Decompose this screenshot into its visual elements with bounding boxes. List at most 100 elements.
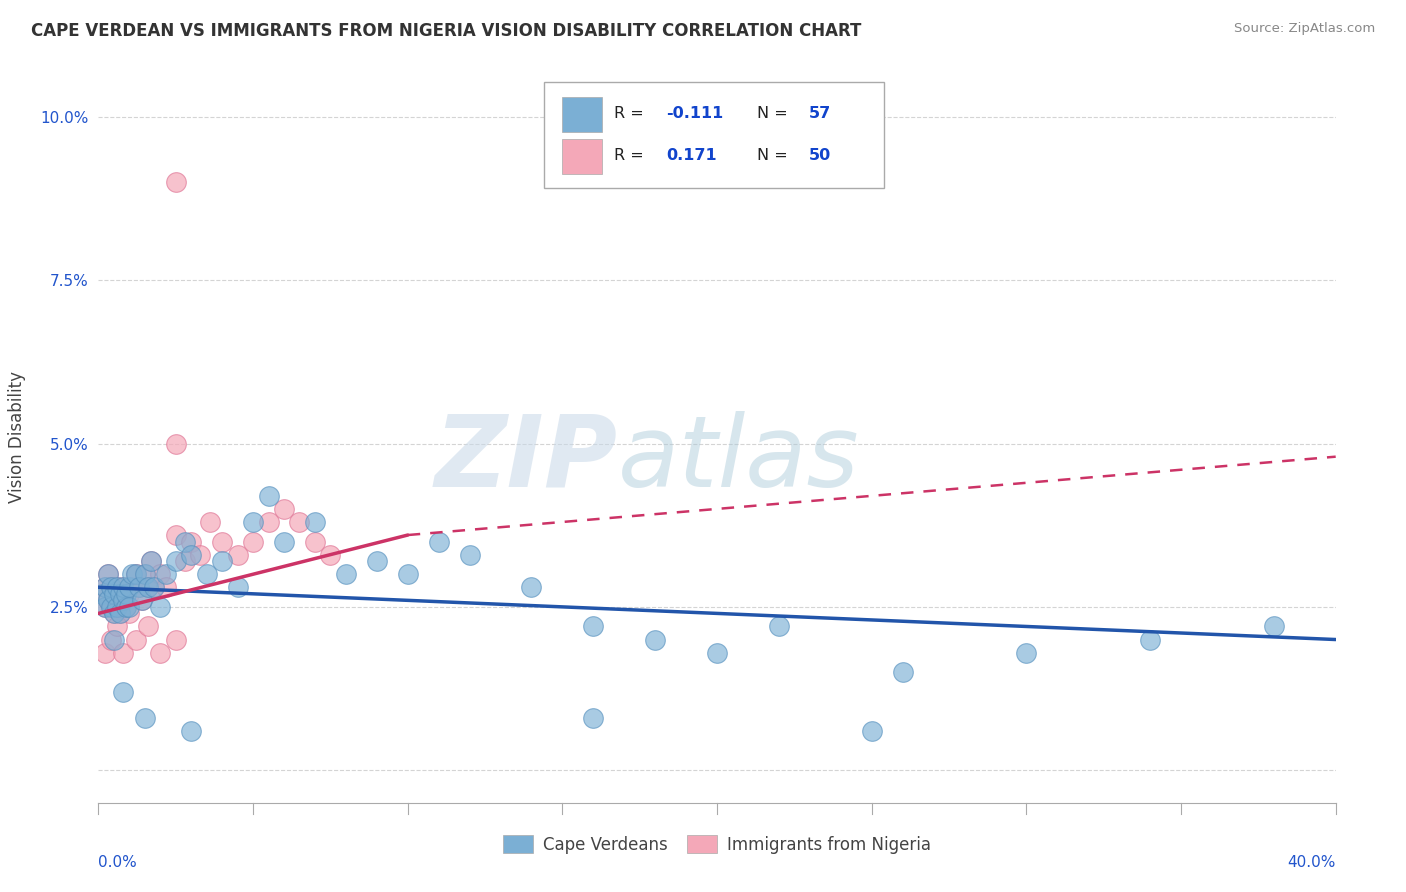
Point [149, 599, 172, 614]
Point [103, 587, 125, 601]
Point [93, 580, 115, 594]
Text: 40.0%: 40.0% [1288, 855, 1336, 870]
Point [108, 607, 131, 621]
Point [124, 567, 146, 582]
Text: 57: 57 [808, 105, 831, 120]
Point [108, 607, 131, 621]
Point [149, 646, 172, 660]
Point [273, 534, 295, 549]
Point [105, 619, 128, 633]
Point [155, 580, 177, 594]
Point [136, 580, 159, 594]
Point [165, 528, 187, 542]
Point [304, 534, 326, 549]
Point [108, 587, 131, 601]
Point [198, 515, 221, 529]
Y-axis label: Vision Disability: Vision Disability [8, 371, 27, 503]
Point [226, 548, 249, 562]
Point [319, 548, 342, 562]
Point [112, 580, 135, 594]
Point [115, 599, 138, 614]
Point [427, 534, 450, 549]
Point [136, 619, 159, 633]
Point [165, 632, 187, 647]
Point [366, 554, 388, 568]
Point [93, 599, 115, 614]
Point [115, 587, 138, 601]
Point [108, 587, 131, 601]
Point [226, 580, 249, 594]
Point [103, 607, 125, 621]
Point [139, 554, 162, 568]
Point [180, 723, 202, 738]
Point [143, 580, 166, 594]
Text: 50: 50 [808, 148, 831, 163]
Text: R =: R = [614, 148, 650, 163]
Text: 0.0%: 0.0% [98, 855, 138, 870]
Point [149, 567, 172, 582]
Point [891, 665, 914, 680]
Point [112, 580, 135, 594]
Point [520, 580, 543, 594]
Point [128, 580, 150, 594]
Point [100, 580, 122, 594]
Point [93, 646, 115, 660]
Point [1263, 619, 1285, 633]
Point [165, 554, 187, 568]
Point [121, 580, 143, 594]
Point [242, 534, 264, 549]
Point [257, 489, 280, 503]
Legend: Cape Verdeans, Immigrants from Nigeria: Cape Verdeans, Immigrants from Nigeria [496, 829, 938, 860]
Point [93, 599, 115, 614]
Point [136, 580, 159, 594]
Text: Source: ZipAtlas.com: Source: ZipAtlas.com [1234, 22, 1375, 36]
Bar [562, 97, 602, 132]
Point [103, 632, 125, 647]
Point [288, 515, 311, 529]
Point [105, 580, 128, 594]
Point [174, 534, 197, 549]
Point [115, 599, 138, 614]
Text: ZIP: ZIP [434, 410, 619, 508]
Text: 0.171: 0.171 [666, 148, 717, 163]
Point [1015, 646, 1038, 660]
Point [335, 567, 357, 582]
Point [97, 567, 120, 582]
Text: R =: R = [614, 105, 650, 120]
Point [644, 632, 666, 647]
Point [100, 599, 122, 614]
Point [90, 587, 112, 601]
Point [257, 515, 280, 529]
Point [706, 646, 728, 660]
Point [97, 593, 120, 607]
Point [190, 548, 212, 562]
Text: CAPE VERDEAN VS IMMIGRANTS FROM NIGERIA VISION DISABILITY CORRELATION CHART: CAPE VERDEAN VS IMMIGRANTS FROM NIGERIA … [31, 22, 862, 40]
Point [112, 646, 135, 660]
Point [105, 599, 128, 614]
Point [128, 580, 150, 594]
Point [97, 593, 120, 607]
Point [139, 554, 162, 568]
Point [124, 567, 146, 582]
Point [211, 534, 233, 549]
Point [118, 607, 141, 621]
Point [165, 175, 187, 189]
Point [134, 711, 156, 725]
Point [112, 685, 135, 699]
Point [211, 554, 233, 568]
Point [118, 599, 141, 614]
Text: N =: N = [756, 105, 793, 120]
Point [105, 599, 128, 614]
Text: -0.111: -0.111 [666, 105, 724, 120]
Point [131, 593, 153, 607]
Point [97, 567, 120, 582]
FancyBboxPatch shape [544, 82, 884, 188]
Point [180, 548, 202, 562]
Point [118, 580, 141, 594]
Point [90, 587, 112, 601]
Text: atlas: atlas [619, 410, 859, 508]
Point [195, 567, 218, 582]
Point [131, 593, 153, 607]
Point [458, 548, 481, 562]
Point [103, 587, 125, 601]
